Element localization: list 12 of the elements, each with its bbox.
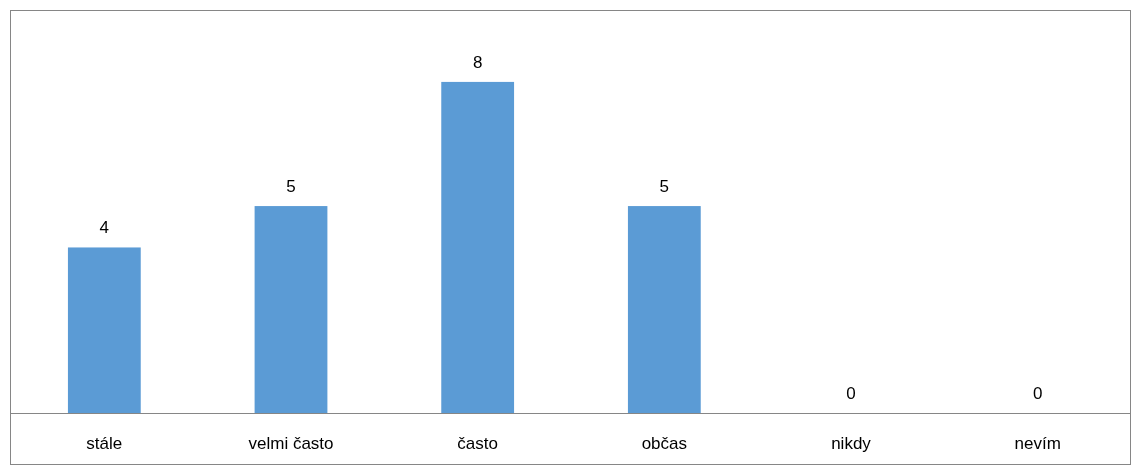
- x-tick-label: stále: [86, 434, 123, 453]
- x-tick-label: často: [457, 434, 498, 453]
- x-tick-label: nikdy: [831, 434, 872, 453]
- data-label: 0: [846, 384, 856, 403]
- x-tick-label: občas: [641, 434, 688, 453]
- data-label: 0: [1032, 384, 1043, 403]
- data-label: 5: [286, 177, 296, 197]
- x-tick-label: velmi často: [248, 434, 334, 453]
- data-label: 5: [659, 177, 670, 197]
- x-tick-label: nevím: [1014, 434, 1061, 453]
- data-label: 4: [99, 218, 110, 238]
- data-label: 8: [472, 52, 483, 72]
